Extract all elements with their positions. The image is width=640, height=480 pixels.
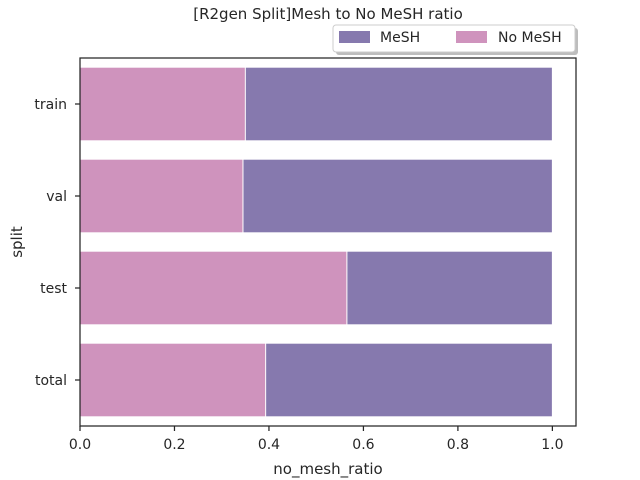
y-tick-label-total: total [35, 373, 67, 389]
legend-swatch-mesh [339, 31, 370, 43]
x-tick-label-0.2: 0.2 [163, 437, 185, 453]
y-tick-label-train: train [34, 97, 67, 113]
y-tick-label-test: test [40, 281, 67, 297]
x-tick-label-0.8: 0.8 [447, 437, 469, 453]
legend-swatch-no-mesh [456, 31, 487, 43]
legend: MeSH No MeSH [332, 24, 578, 55]
x-tick-label-1.0: 1.0 [541, 437, 563, 453]
legend-label-no-mesh: No MeSH [498, 30, 562, 46]
legend-label-mesh: MeSH [380, 30, 420, 46]
y-axis-label: split [8, 226, 26, 258]
bar-no-mesh-train [79, 66, 246, 142]
x-axis-ticks: 0.0 0.2 0.4 0.6 0.8 1.0 [69, 426, 564, 453]
legend-box [332, 24, 576, 53]
bar-no-mesh-val [79, 158, 244, 234]
bar-no-mesh-total [79, 342, 267, 418]
bar-no-mesh-test [79, 250, 348, 326]
y-tick-label-val: val [46, 189, 67, 205]
x-tick-label-0.6: 0.6 [352, 437, 374, 453]
chart-title: [R2gen Split]Mesh to No MeSH ratio [193, 5, 463, 23]
bars-group [79, 66, 553, 418]
x-tick-label-0.0: 0.0 [69, 437, 91, 453]
x-tick-label-0.4: 0.4 [258, 437, 280, 453]
y-axis-ticks: train val test total [34, 97, 80, 389]
plot-frame [79, 57, 577, 427]
x-axis-label: no_mesh_ratio [273, 460, 382, 479]
